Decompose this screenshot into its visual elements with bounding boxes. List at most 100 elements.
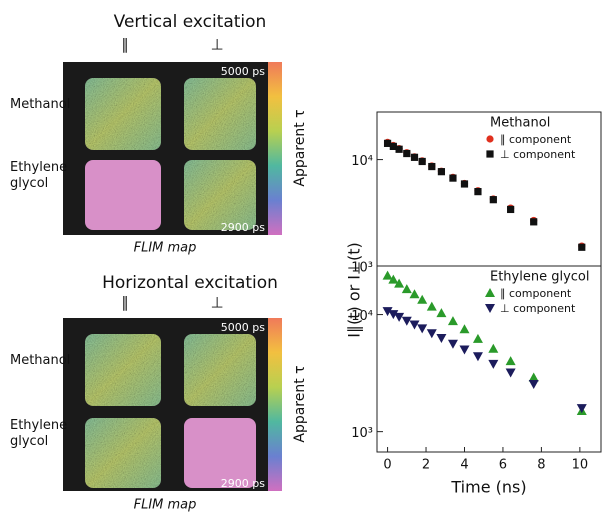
data-point [394, 278, 405, 288]
data-point [489, 196, 497, 204]
data-point [436, 308, 447, 318]
flim-panel: Horizontal excitation ∥ ⊥ 5000 ps 2900 p… [63, 273, 308, 513]
legend-marker [485, 288, 495, 297]
legend-marker [485, 304, 495, 313]
legend-title: Methanol [490, 116, 550, 131]
data-point [382, 307, 393, 317]
y-axis-label: I∥(t) or I⊥(t) [345, 242, 364, 337]
legend-label: ∥ component [500, 287, 572, 300]
caption: FLIM map [134, 241, 197, 256]
column-label: ⊥ [210, 294, 223, 312]
data-point [409, 289, 420, 299]
data-point [528, 372, 539, 382]
data-point [437, 168, 446, 176]
row-label: Ethylene glycol [10, 418, 68, 449]
data-point [436, 333, 447, 343]
flim-square [85, 334, 161, 406]
data-point [578, 243, 586, 251]
scale-label: Apparent τ [292, 109, 308, 186]
data-point [418, 157, 426, 166]
y-tick-label: 10³ [351, 261, 373, 276]
data-point [488, 359, 499, 369]
data-point [472, 352, 483, 362]
legend-marker [486, 135, 494, 143]
data-point [530, 218, 538, 226]
row-label: Methanol [10, 97, 71, 112]
x-tick-label: 10 [572, 458, 589, 473]
flim-square [184, 334, 256, 406]
column-label: ∥ [121, 294, 129, 312]
x-axis-label: Time (ns) [450, 478, 526, 497]
caption: FLIM map [134, 498, 197, 513]
flim-square [184, 78, 256, 150]
x-tick-label: 4 [460, 458, 468, 473]
data-point [528, 380, 539, 390]
panel-title: Horizontal excitation [102, 273, 278, 293]
flim-square [85, 78, 161, 150]
colorbar [268, 62, 282, 235]
legend-marker [486, 150, 494, 158]
data-point [409, 320, 420, 330]
legend-label: ⊥ component [500, 302, 576, 315]
y-tick-label: 10³ [351, 426, 373, 441]
row-label: Methanol [10, 353, 71, 368]
data-point [505, 356, 516, 366]
data-point [388, 310, 399, 320]
data-point [505, 368, 516, 378]
data-point [410, 153, 419, 161]
y-tick-label: 10⁴ [351, 154, 373, 169]
data-point [417, 324, 428, 334]
x-tick-label: 0 [383, 458, 391, 473]
data-point [428, 162, 436, 171]
flim-square [184, 418, 256, 488]
y-tick-label: 10⁴ [351, 309, 373, 324]
plot-frame [376, 265, 602, 453]
flim-square [85, 160, 161, 230]
scale-min: 2900 ps [221, 477, 265, 490]
data-point [488, 343, 499, 353]
data-point [389, 142, 397, 151]
data-point [472, 333, 483, 343]
legend-label: ⊥ component [500, 148, 576, 161]
data-point [383, 139, 392, 147]
data-point [382, 270, 393, 280]
flim-square [184, 160, 256, 230]
x-tick-label: 6 [499, 458, 507, 473]
data-point [507, 205, 515, 214]
legend-label: ∥ component [500, 133, 572, 146]
flim-square [85, 418, 161, 488]
data-point [388, 274, 399, 284]
flim-panel: Vertical excitation ∥ ⊥ 5000 ps 2900 ps … [63, 12, 308, 256]
data-point [401, 316, 412, 326]
data-point [403, 149, 411, 158]
scale-max: 5000 ps [221, 65, 265, 78]
x-tick-label: 2 [422, 458, 430, 473]
column-label: ∥ [121, 36, 129, 54]
data-point [459, 345, 470, 355]
data-point [426, 301, 437, 311]
data-point [474, 188, 482, 196]
scale-label: Apparent τ [292, 365, 308, 442]
data-point [401, 284, 412, 294]
data-point [449, 174, 457, 182]
legend-title: Ethylene glycol [490, 270, 590, 285]
data-point [447, 316, 458, 326]
data-point [576, 404, 587, 414]
data-point [460, 180, 469, 188]
data-point [417, 294, 428, 304]
data-point [394, 312, 405, 322]
row-label: Ethylene glycol [10, 160, 68, 191]
x-tick-label: 8 [537, 458, 545, 473]
data-point [426, 329, 437, 339]
data-point [459, 324, 470, 334]
scale-max: 5000 ps [221, 321, 265, 334]
scale-min: 2900 ps [221, 221, 265, 234]
panel-title: Vertical excitation [114, 12, 267, 32]
column-label: ⊥ [210, 36, 223, 54]
data-point [395, 145, 403, 153]
data-point [447, 339, 458, 349]
colorbar [268, 318, 282, 491]
